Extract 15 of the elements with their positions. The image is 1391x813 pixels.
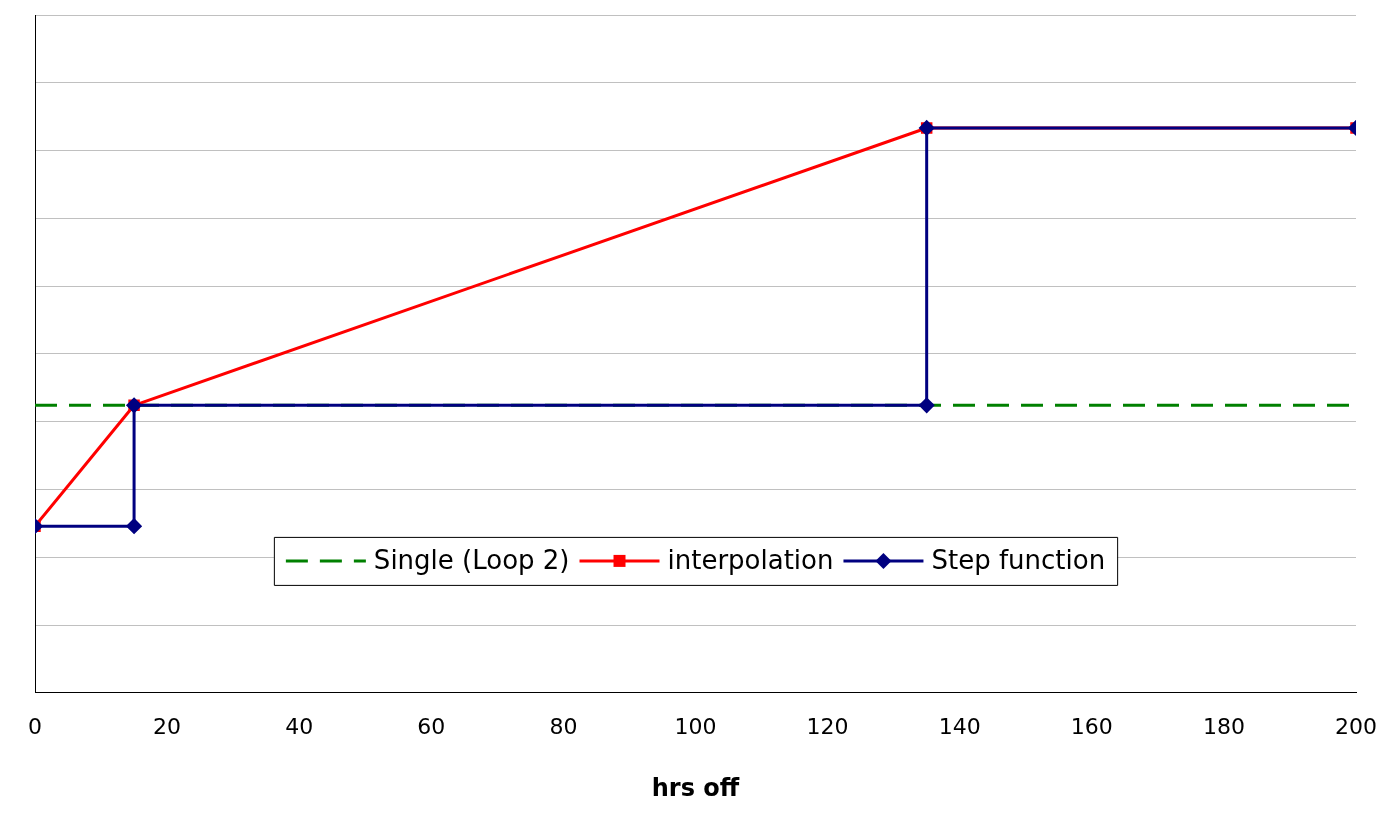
x-tick-label: 80 (549, 713, 578, 739)
legend-label: Single (Loop 2) (373, 544, 570, 575)
x-tick-label: 20 (153, 713, 182, 739)
x-tick-label: 200 (1335, 713, 1377, 739)
x-tick-label: 0 (28, 713, 42, 739)
x-tick-label: 60 (417, 713, 446, 739)
x-tick-label: 180 (1202, 713, 1245, 739)
x-tick-label: 120 (806, 713, 849, 739)
x-tick-label: 100 (674, 713, 717, 739)
x-tick-label: 40 (285, 713, 314, 739)
x-tick-label: 140 (938, 713, 981, 739)
x-axis-title: hrs off (651, 773, 740, 802)
x-tick-label: 160 (1070, 713, 1113, 739)
legend-label: Step function (931, 544, 1106, 575)
legend-label: interpolation (667, 544, 834, 575)
